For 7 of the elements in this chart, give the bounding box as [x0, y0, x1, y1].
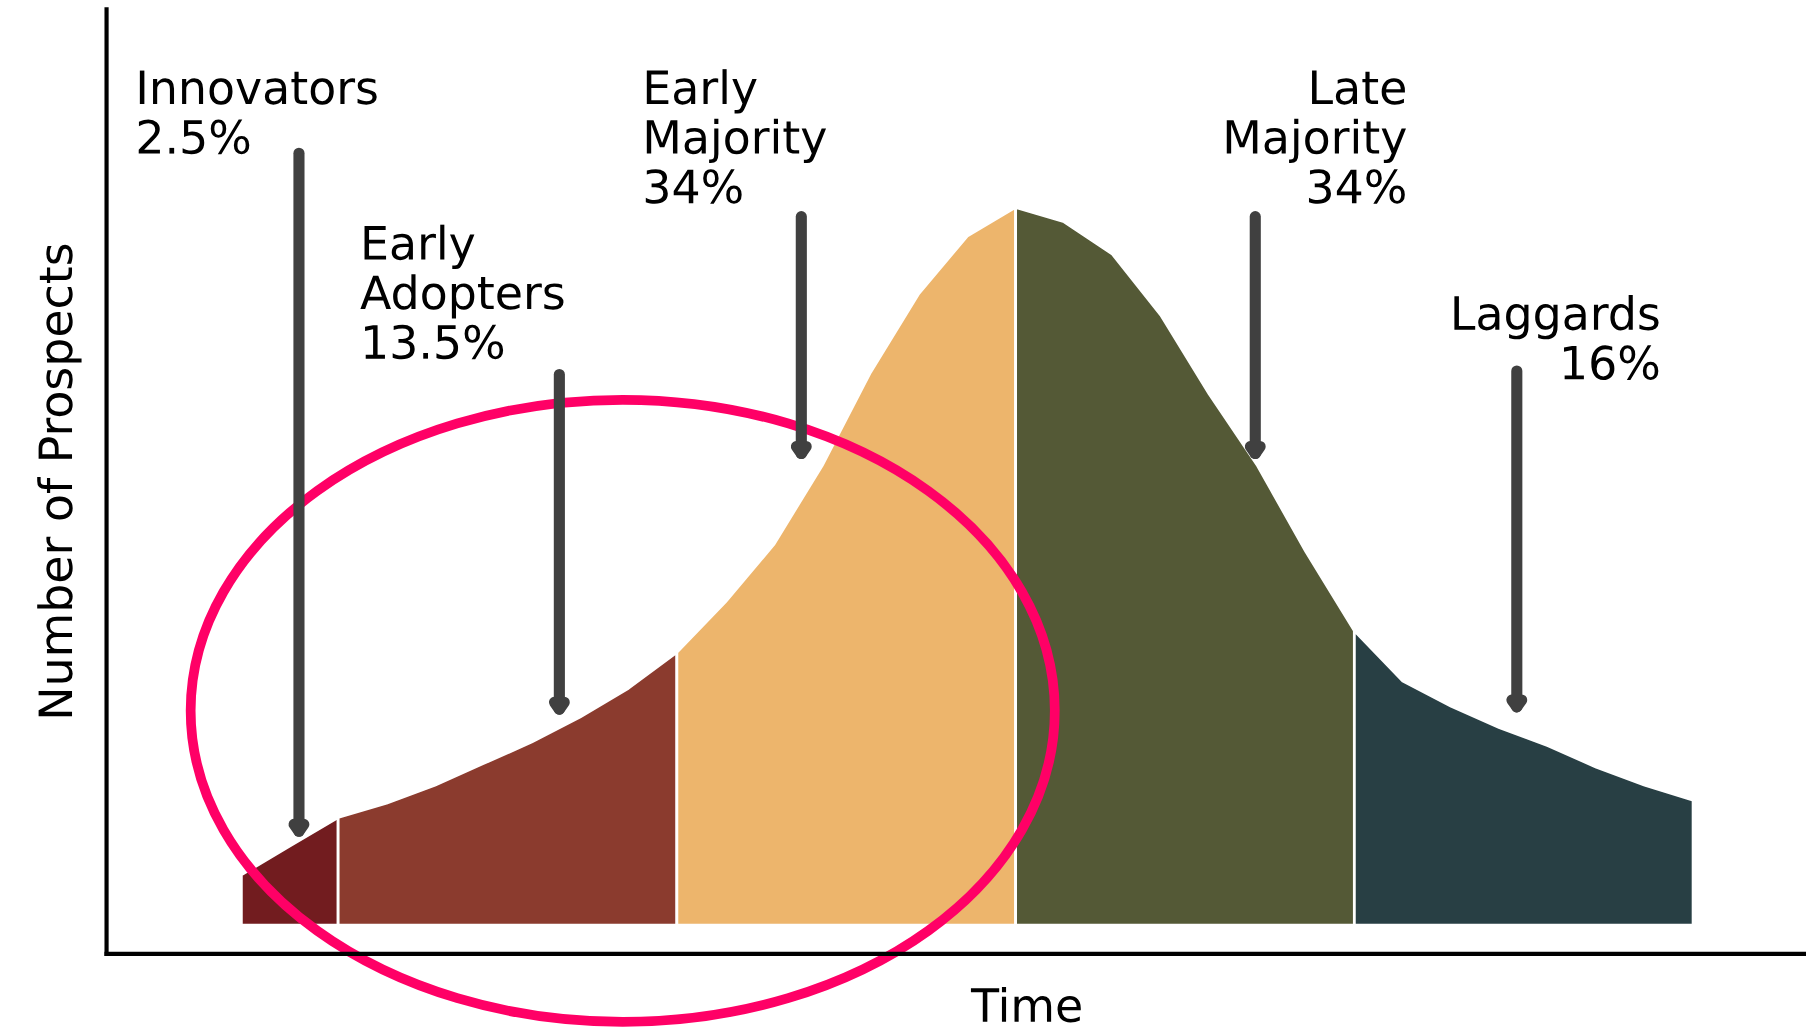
text: Early Adopters 13.5% — [360, 224, 564, 360]
y-axis-title: Number of Prospects — [37, 244, 82, 717]
text: Early Majority 34% — [645, 69, 827, 204]
text: Late Majority 34% — [1226, 70, 1406, 204]
text: Laggards 16% — [1454, 294, 1659, 381]
x-axis-title: Time — [970, 986, 1081, 1023]
text: Innovators 2.5% — [138, 70, 377, 155]
